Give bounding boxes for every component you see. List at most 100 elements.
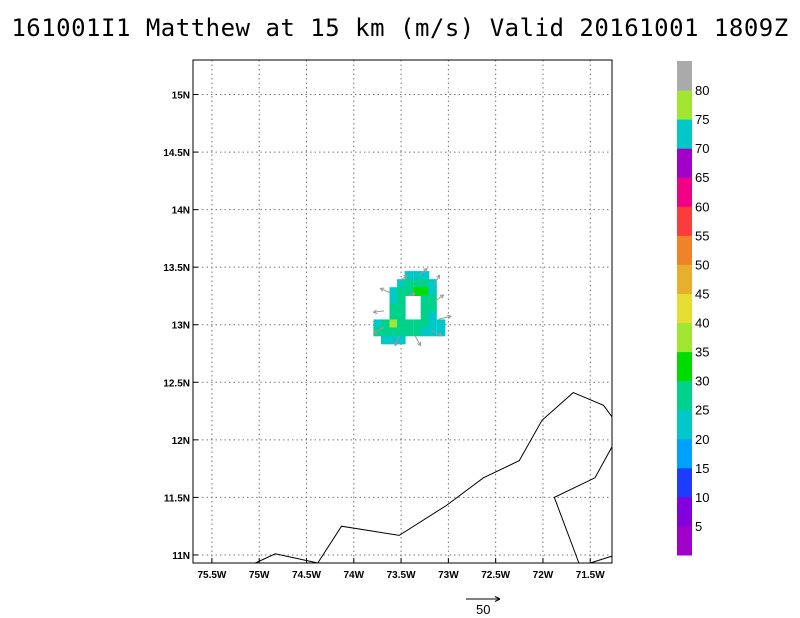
colorbar-label: 25 [695, 403, 709, 418]
wind-cell [436, 327, 446, 337]
wind-cell [420, 295, 430, 305]
colorbar-label: 75 [695, 112, 709, 127]
wind-cell [397, 303, 406, 313]
grid-lines [193, 60, 612, 563]
colorbar-label: 60 [695, 199, 709, 214]
colorbar-label: 10 [695, 490, 709, 505]
wind-vector-head [372, 309, 378, 315]
coastline [255, 553, 318, 564]
wind-vector-head [372, 330, 378, 335]
colorbar: 5 10 15 20 25 30 35 40 45 50 55 60 65 70 75 80 [677, 61, 709, 556]
wind-cell [428, 287, 437, 297]
colorbar-label: 50 [695, 257, 709, 272]
lon-tick-label: 72.5W [481, 570, 510, 581]
wind-cell [373, 319, 382, 329]
wind-cell [413, 327, 422, 337]
wind-cell [380, 335, 390, 345]
wind-cell [397, 335, 406, 345]
wind-cell [420, 303, 430, 313]
wind-cell [428, 279, 437, 288]
wind-cell [389, 327, 399, 337]
wind-cell [380, 327, 390, 337]
wind-cell [413, 271, 422, 280]
wind-cell [389, 287, 399, 297]
reference-vector-label: 50 [476, 602, 490, 617]
lon-tick-label: 74W [344, 570, 365, 581]
wind-cell [420, 327, 430, 337]
colorbar-segment [677, 496, 692, 527]
wind-vector [431, 330, 443, 337]
colorbar-segment [677, 90, 692, 120]
colorbar-label: 65 [695, 170, 709, 185]
colorbar-segment [677, 206, 692, 236]
plot-title: 161001I1 Matthew at 15 km (m/s) Valid 20… [11, 14, 789, 42]
wind-vector-head [439, 294, 445, 299]
wind-cell [420, 271, 430, 280]
colorbar-segment [677, 380, 692, 411]
wind-vectors [372, 267, 452, 347]
lon-tick-label: 72W [533, 570, 554, 581]
wind-vector [408, 292, 416, 297]
lat-tick-label: 13N [172, 321, 190, 332]
wind-vector [372, 326, 385, 335]
colorbar-segment [677, 438, 692, 469]
wind-cell [428, 295, 437, 305]
wind-vector-head [447, 314, 452, 320]
wind-cell [397, 311, 406, 321]
wind-cell [389, 311, 399, 321]
colorbar-segment [677, 119, 692, 149]
wind-cell [436, 319, 446, 329]
wind-cell [389, 303, 399, 313]
lon-tick-label: 75W [249, 570, 270, 581]
colorbar-label: 45 [695, 286, 709, 301]
wind-cell [397, 319, 406, 329]
wind-cell [413, 279, 422, 288]
colorbar-label: 40 [695, 316, 709, 331]
lon-tick-label: 75.5W [197, 570, 226, 581]
lat-tick-label: 11.5N [164, 493, 190, 504]
colorbar-segment [677, 351, 692, 382]
colorbar-segment [677, 409, 692, 440]
colorbar-segment [677, 148, 692, 178]
wind-cell [404, 327, 414, 337]
lat-tick-label: 14.5N [163, 148, 190, 159]
colorbar-segment [677, 235, 692, 265]
wind-cell [389, 335, 399, 345]
reference-arrowhead [494, 596, 501, 602]
wind-cell [397, 295, 406, 305]
wind-cell [404, 279, 414, 288]
coastline [317, 392, 613, 564]
wind-vector [398, 275, 408, 282]
wind-cell [420, 319, 430, 329]
wind-cell [413, 319, 422, 329]
wind-vector-head [403, 275, 408, 280]
axis-ticks: 75.5W 75W 74.5W 74W 73.5W 73W 72.5W 72W 71.5W 11N… [163, 91, 605, 581]
wind-cell [428, 327, 437, 337]
wind-vector [394, 336, 400, 346]
wind-cell [428, 311, 437, 321]
wind-vector-head [379, 287, 385, 292]
lon-tick-label: 74.5W [292, 570, 321, 581]
colorbar-label: 80 [695, 83, 709, 98]
wind-cell [380, 319, 390, 329]
wind-cell [404, 319, 414, 329]
wind-vector [433, 294, 444, 303]
colorbar-segment [677, 467, 692, 498]
colorbar-label: 70 [695, 141, 709, 156]
lon-tick-label: 73.5W [387, 570, 416, 581]
wind-cell [420, 287, 430, 297]
wind-speed-field [373, 271, 446, 345]
colorbar-segment [677, 264, 692, 294]
wind-vector-head [436, 274, 441, 279]
reference-vector-key: 50 [466, 596, 501, 617]
wind-cell [420, 279, 430, 288]
lat-tick-label: 11N [172, 551, 190, 562]
wind-cell [404, 287, 414, 297]
lat-tick-label: 13.5N [163, 263, 190, 274]
wind-vector [433, 274, 441, 285]
lon-tick-label: 71.5W [576, 570, 605, 581]
wind-cell [397, 279, 406, 288]
wind-vector [373, 310, 385, 313]
wind-cell [420, 311, 430, 321]
